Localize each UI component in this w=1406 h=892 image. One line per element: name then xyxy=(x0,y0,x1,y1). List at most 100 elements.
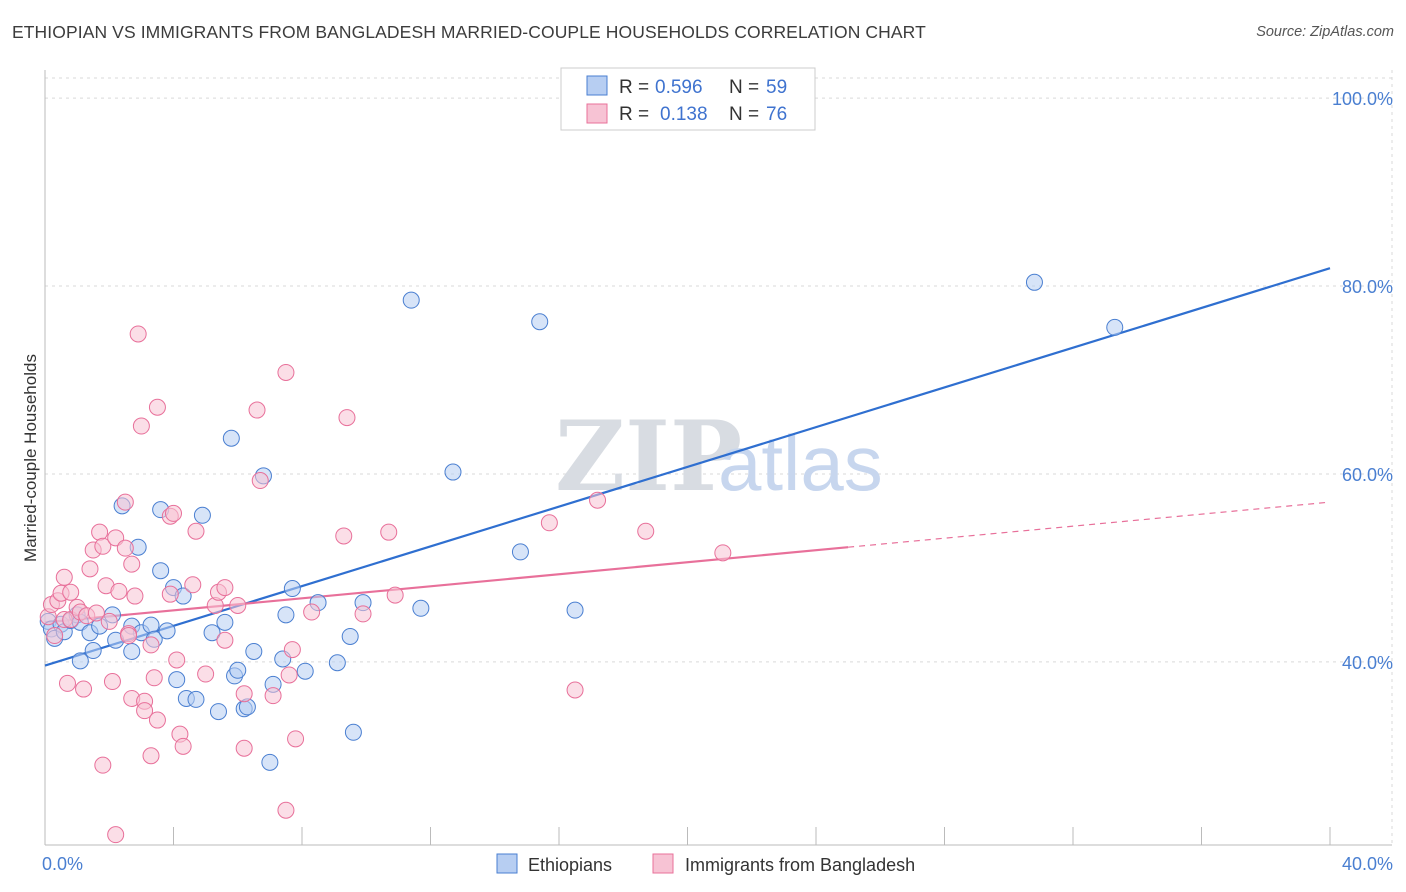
y-tick-label: 80.0% xyxy=(1342,277,1393,297)
watermark-zip: ZIP xyxy=(555,400,742,513)
point-bangladesh xyxy=(229,596,247,614)
legend-r-value: 0.138 xyxy=(660,104,708,125)
legend-n-label: N = xyxy=(729,77,759,98)
point-bangladesh xyxy=(174,737,192,755)
point-bangladesh xyxy=(216,579,234,597)
watermark-atlas: atlas xyxy=(718,419,883,507)
point-bangladesh xyxy=(235,739,253,757)
point-bangladesh xyxy=(248,401,266,419)
trendline-bangladesh-extension xyxy=(848,501,1331,548)
point-bangladesh xyxy=(287,730,305,748)
point-bangladesh xyxy=(251,472,269,490)
bottom-legend-label-ethiopians: Ethiopians xyxy=(528,855,612,875)
y-tick-label: 100.0% xyxy=(1332,89,1393,109)
trendline-bangladesh xyxy=(44,546,849,624)
legend-r-label: R = xyxy=(619,77,649,98)
legend-n-value: 59 xyxy=(766,77,787,98)
point-bangladesh xyxy=(136,702,154,720)
point-ethiopians xyxy=(328,654,346,672)
point-ethiopians xyxy=(216,613,234,631)
point-bangladesh xyxy=(58,674,76,692)
point-bangladesh xyxy=(103,673,121,691)
point-bangladesh xyxy=(148,711,166,729)
point-bangladesh xyxy=(148,398,166,416)
point-ethiopians xyxy=(229,661,247,679)
point-bangladesh xyxy=(116,539,134,557)
point-bangladesh xyxy=(87,604,105,622)
legend-n-label: N = xyxy=(729,104,759,125)
point-bangladesh xyxy=(277,363,295,381)
point-ethiopians xyxy=(123,642,141,660)
y-tick-label: 40.0% xyxy=(1342,653,1393,673)
point-ethiopians xyxy=(511,543,529,561)
point-bangladesh xyxy=(46,627,64,645)
point-bangladesh xyxy=(129,325,147,343)
point-bangladesh xyxy=(303,603,321,621)
point-bangladesh xyxy=(107,826,125,844)
point-bangladesh xyxy=(540,514,558,532)
point-ethiopians xyxy=(402,291,420,309)
point-bangladesh xyxy=(126,587,144,605)
top-legend: R = 0.596 N = 59 R = 0.138 N = 76 xyxy=(560,67,816,131)
point-bangladesh xyxy=(161,585,179,603)
point-bangladesh xyxy=(116,493,134,511)
point-ethiopians xyxy=(142,616,160,634)
point-bangladesh xyxy=(165,504,182,522)
point-bangladesh xyxy=(235,685,253,703)
point-bangladesh xyxy=(280,666,298,684)
point-ethiopians xyxy=(71,652,89,670)
point-ethiopians xyxy=(1025,273,1043,291)
axis-layer xyxy=(44,70,1392,846)
point-ethiopians xyxy=(152,562,170,580)
point-ethiopians xyxy=(283,580,301,598)
bottom-legend-swatch-ethiopians xyxy=(496,853,518,874)
point-ethiopians xyxy=(444,463,462,481)
point-bangladesh xyxy=(187,522,205,540)
point-bangladesh xyxy=(338,409,356,427)
point-bangladesh xyxy=(566,681,584,699)
point-bangladesh xyxy=(120,627,138,645)
point-bangladesh xyxy=(91,523,109,541)
legend-swatch-ethiopians xyxy=(586,75,608,96)
point-bangladesh xyxy=(386,586,404,604)
point-ethiopians xyxy=(296,662,314,680)
point-bangladesh xyxy=(94,537,112,555)
point-bangladesh xyxy=(81,560,99,578)
point-bangladesh xyxy=(197,665,215,683)
point-ethiopians xyxy=(1106,318,1124,336)
point-ethiopians xyxy=(168,671,186,689)
point-ethiopians xyxy=(203,624,221,642)
point-ethiopians xyxy=(531,313,549,331)
point-bangladesh xyxy=(145,669,163,687)
legend-r-label: R = xyxy=(619,104,649,125)
legend-r-value: 0.596 xyxy=(655,77,703,98)
y-tick-label: 60.0% xyxy=(1342,465,1393,485)
point-ethiopians xyxy=(412,599,430,617)
x-tick-label: 40.0% xyxy=(1342,854,1393,874)
legend-n-value: 76 xyxy=(766,104,787,125)
point-bangladesh xyxy=(110,582,128,600)
points-layer xyxy=(39,273,1124,844)
point-ethiopians xyxy=(344,723,362,741)
x-tick-label: 0.0% xyxy=(42,854,83,874)
point-ethiopians xyxy=(277,606,295,624)
chart-title: ETHIOPIAN VS IMMIGRANTS FROM BANGLADESH … xyxy=(12,22,926,42)
point-bangladesh xyxy=(283,641,301,659)
point-ethiopians xyxy=(187,690,205,708)
point-bangladesh xyxy=(354,605,372,623)
point-bangladesh xyxy=(123,555,141,573)
source-attribution: Source: ZipAtlas.com xyxy=(1256,24,1394,40)
point-ethiopians xyxy=(209,703,227,721)
point-ethiopians xyxy=(245,642,263,660)
point-bangladesh xyxy=(184,576,202,594)
point-ethiopians xyxy=(222,429,240,447)
point-bangladesh xyxy=(55,568,73,586)
point-bangladesh xyxy=(94,756,112,774)
point-bangladesh xyxy=(714,544,732,562)
point-bangladesh xyxy=(75,680,93,698)
point-bangladesh xyxy=(589,491,607,509)
bottom-legend: Ethiopians Immigrants from Bangladesh xyxy=(496,853,915,875)
bottom-legend-label-bangladesh: Immigrants from Bangladesh xyxy=(685,855,915,875)
point-bangladesh xyxy=(335,527,353,545)
